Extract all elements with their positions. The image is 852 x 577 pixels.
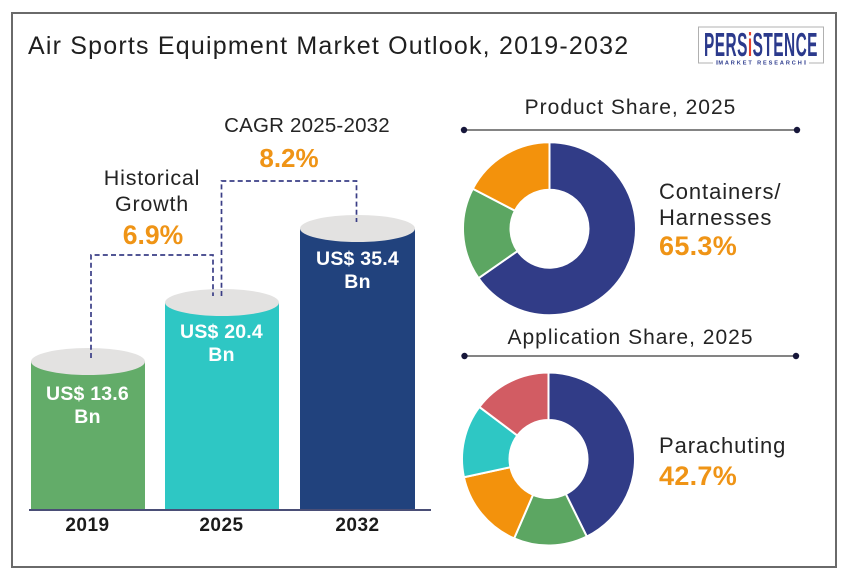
svg-text:PERSiSTENCE: PERSiSTENCE — [704, 28, 818, 64]
svg-text:MARKET RESEARCH: MARKET RESEARCH — [718, 60, 803, 66]
